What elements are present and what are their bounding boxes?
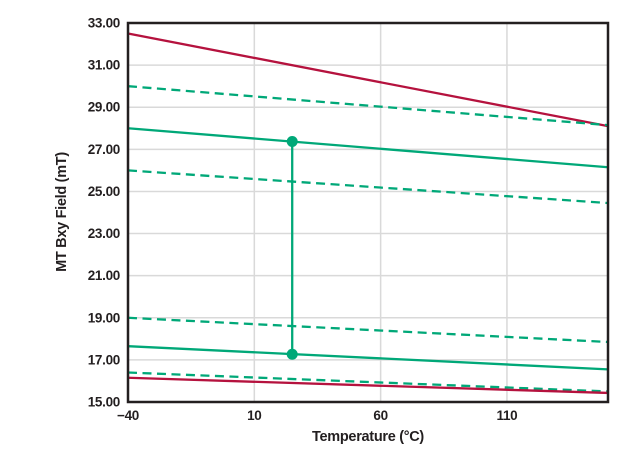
y-tick-label: 19.00: [88, 310, 120, 325]
x-tick-label: 10: [247, 408, 261, 423]
y-tick-label: 25.00: [88, 184, 120, 199]
tick-labels-layer: 15.00 17.00 19.00 21.00 23.00 25.00 27.00 29.00…: [88, 16, 518, 424]
y-tick-label: 15.00: [88, 395, 120, 410]
y-tick-label: 17.00: [88, 352, 120, 367]
series-lower-green-solid: [127, 345, 609, 371]
x-axis-title: Temperature (°C): [312, 429, 424, 445]
series-lower-red-solid: [127, 376, 609, 395]
x-tick-label: 60: [373, 408, 387, 423]
y-tick-label: 23.00: [88, 226, 120, 241]
series-upper-green-dashed-inner: [127, 169, 609, 205]
marker-dot-top: [286, 136, 298, 148]
annotation-layer: [286, 136, 298, 360]
x-tick-label: −40: [117, 408, 139, 423]
y-tick-label: 33.00: [88, 16, 120, 31]
x-tick-label: 110: [497, 408, 518, 423]
series-lower-green-dashed-inner: [127, 371, 609, 393]
series-layer: [127, 32, 609, 395]
gridlines-layer: [128, 23, 608, 402]
plot-border: [126, 21, 610, 404]
series-upper-green-solid: [127, 127, 609, 169]
y-tick-label: 21.00: [88, 268, 120, 283]
y-tick-label: 29.00: [88, 100, 120, 115]
y-axis-title: MT Bxy Field (mT): [54, 152, 70, 272]
y-tick-label: 27.00: [88, 142, 120, 157]
y-tick-label: 31.00: [88, 58, 120, 73]
series-upper-green-dashed-outer: [127, 85, 609, 127]
series-lower-green-dashed-outer: [127, 316, 609, 344]
frame-layer: [126, 21, 610, 404]
marker-dot-bottom: [286, 348, 298, 360]
series-upper-red-solid: [127, 32, 609, 128]
